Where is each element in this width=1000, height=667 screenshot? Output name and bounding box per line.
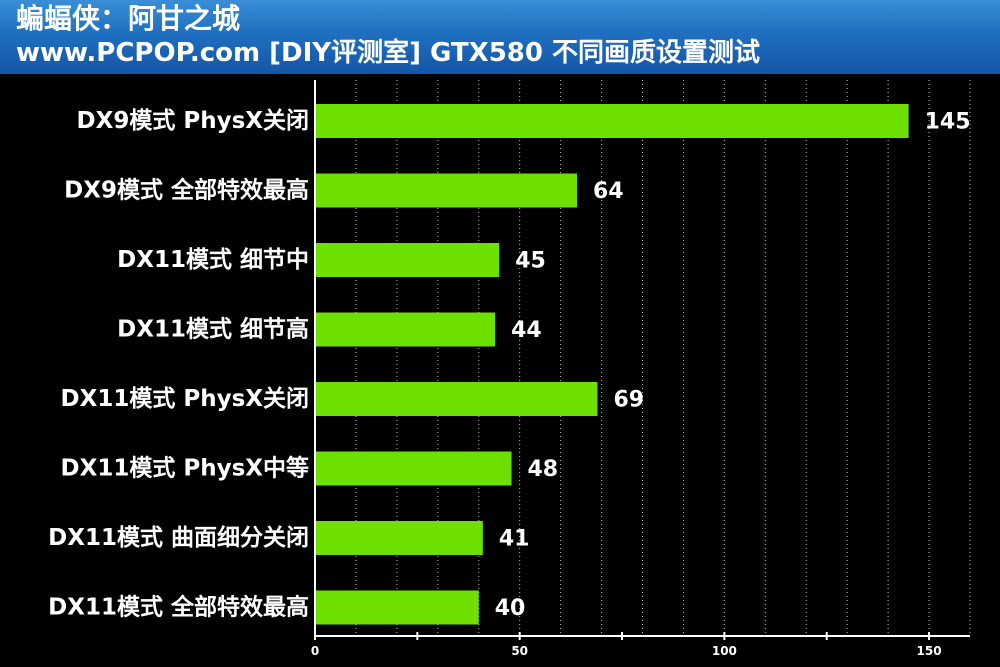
category-label: DX11模式 全部特效最高 bbox=[48, 594, 309, 621]
value-label: 44 bbox=[511, 318, 542, 343]
category-label: DX11模式 细节高 bbox=[117, 316, 309, 343]
value-label: 40 bbox=[495, 596, 526, 621]
category-label: DX11模式 PhysX中等 bbox=[61, 455, 310, 482]
chart-title: 蝙蝠侠：阿甘之城 bbox=[16, 2, 241, 35]
value-label: 41 bbox=[499, 527, 530, 552]
x-tick-label: 100 bbox=[712, 644, 737, 658]
bar bbox=[315, 521, 483, 555]
bar bbox=[315, 243, 500, 277]
x-axis: 0 50 100 150 bbox=[311, 80, 970, 658]
value-label: 48 bbox=[528, 457, 559, 482]
x-tick-label: 0 bbox=[311, 644, 319, 658]
bar bbox=[315, 104, 909, 138]
value-label: 45 bbox=[515, 249, 546, 274]
bar bbox=[315, 312, 496, 347]
category-label: DX11模式 PhysX关闭 bbox=[61, 385, 310, 412]
x-tick-label: 150 bbox=[917, 644, 942, 658]
x-tick-label: 50 bbox=[511, 644, 528, 658]
bar bbox=[315, 590, 479, 625]
category-label: DX11模式 曲面细分关闭 bbox=[48, 524, 309, 551]
bar bbox=[315, 173, 577, 208]
category-label: DX9模式 PhysX关闭 bbox=[77, 107, 309, 134]
value-label: 69 bbox=[613, 388, 644, 413]
bar bbox=[315, 451, 512, 486]
grid-lines bbox=[355, 80, 971, 636]
bar-chart: DX9模式 PhysX关闭 145 DX9模式 全部特效最高 64 DX11模式 细节中… bbox=[48, 80, 971, 658]
chart-header: 蝙蝠侠：阿甘之城 www.PCPOP.com [DIY评测室] GTX580 不… bbox=[0, 0, 1000, 74]
value-label: 145 bbox=[925, 110, 971, 135]
bar bbox=[315, 382, 598, 416]
category-label: DX9模式 全部特效最高 bbox=[64, 177, 309, 204]
category-label: DX11模式 细节中 bbox=[117, 246, 309, 273]
value-label: 64 bbox=[593, 179, 624, 204]
bars: DX9模式 PhysX关闭 145 DX9模式 全部特效最高 64 DX11模式 细节中… bbox=[48, 104, 971, 625]
chart-subtitle: www.PCPOP.com [DIY评测室] GTX580 不同画质设置测试 bbox=[16, 38, 761, 68]
